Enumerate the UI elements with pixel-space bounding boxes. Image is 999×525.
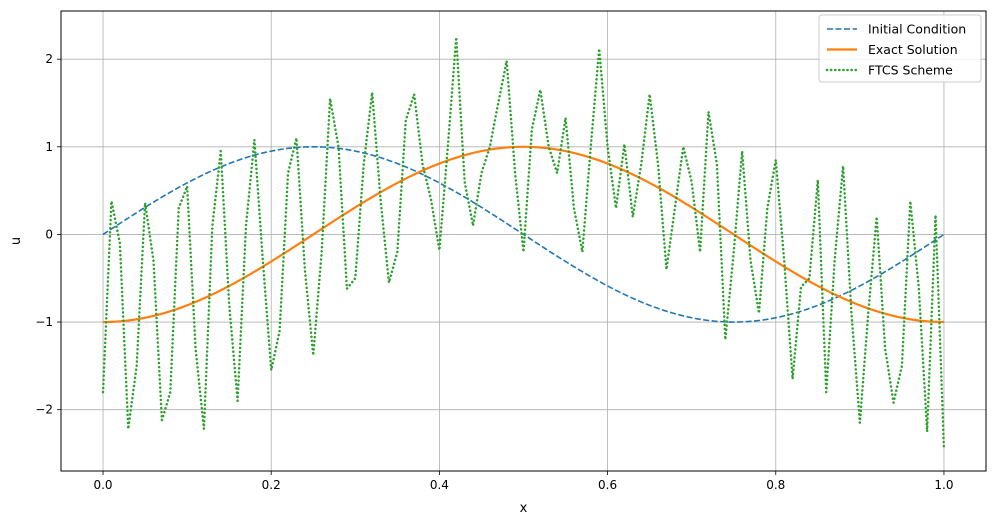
y-axis-label: u <box>9 237 24 245</box>
x-tick-label: 0.4 <box>430 478 449 492</box>
x-tick-label: 0.0 <box>93 478 112 492</box>
legend-box <box>818 14 982 83</box>
legend: Initial Condition Exact Solution FTCS Sche… <box>818 14 982 83</box>
x-tick-label: 0.2 <box>262 478 281 492</box>
x-tick-label: 0.8 <box>766 478 785 492</box>
plot-frame <box>60 10 987 472</box>
x-tick-label: 0.6 <box>598 478 617 492</box>
legend-label: Initial Condition <box>868 22 966 37</box>
y-tick-label: −1 <box>35 315 53 329</box>
legend-label: Exact Solution <box>868 42 958 57</box>
x-tick-label: 1.0 <box>934 478 953 492</box>
y-tick-label: 2 <box>45 52 53 66</box>
series-line-initial-condition <box>102 146 945 323</box>
series-layer <box>101 36 946 451</box>
legend-label: FTCS Scheme <box>868 63 953 78</box>
y-tick-label: −2 <box>35 403 53 417</box>
x-axis-label: x <box>520 501 528 516</box>
y-tick-label: 1 <box>45 140 53 154</box>
series-line-ftcs-scheme <box>101 36 946 451</box>
y-tick-label: 0 <box>45 227 53 241</box>
axis-ticks: 0.0 0.2 0.4 0.6 0.8 1.0 −2 −1 0 1 2 <box>35 52 953 492</box>
